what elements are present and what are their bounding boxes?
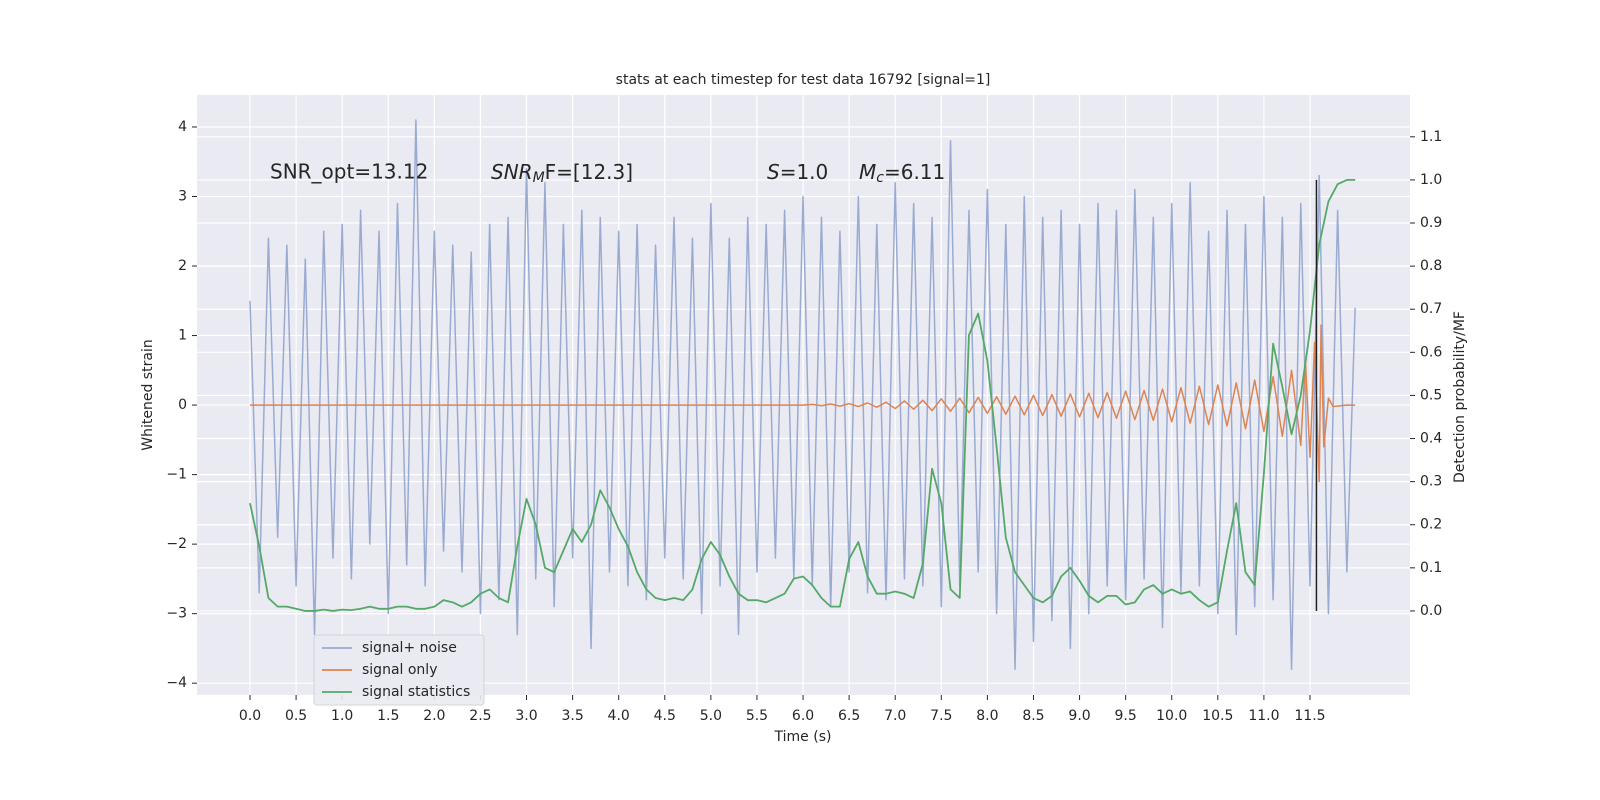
x-tick-label: 4.5 — [654, 708, 676, 724]
y2-tick-label: 0.6 — [1420, 344, 1442, 360]
x-tick-label: 2.5 — [469, 708, 491, 724]
annotation: SNR_opt=13.12 — [270, 160, 428, 184]
annotation-part: SNR — [491, 160, 533, 184]
y2-tick-label: 0.3 — [1420, 474, 1442, 490]
annotation-part: c — [876, 170, 884, 186]
x-tick-label: 4.0 — [608, 708, 630, 724]
y2-axis-label: Detection probability/MF — [1452, 311, 1468, 483]
x-tick-label: 11.0 — [1248, 708, 1279, 724]
y-tick-label: −2 — [166, 536, 187, 552]
annotation: SNRMF=[12.3] — [491, 160, 633, 187]
x-tick-label: 1.5 — [377, 708, 399, 724]
x-tick-label: 0.0 — [239, 708, 261, 724]
x-tick-label: 3.0 — [515, 708, 537, 724]
y-tick-label: −1 — [166, 467, 187, 483]
annotation-part: S — [767, 160, 780, 184]
x-tick-label: 1.0 — [331, 708, 353, 724]
y-tick-label: 1 — [178, 328, 187, 344]
x-tick-label: 10.5 — [1202, 708, 1233, 724]
y-tick-label: −4 — [166, 675, 187, 691]
x-tick-label: 7.5 — [930, 708, 952, 724]
x-tick-label: 8.0 — [976, 708, 998, 724]
series-line — [250, 324, 1356, 483]
y2-tick-label: 0.1 — [1420, 560, 1442, 576]
y2-tick-label: 0.7 — [1420, 301, 1442, 317]
annotation: S=1.0 — [767, 160, 828, 184]
legend-box — [313, 634, 485, 706]
x-tick-label: 3.5 — [561, 708, 583, 724]
annotation-part: =6.11 — [884, 160, 945, 184]
y-tick-label: 4 — [178, 119, 187, 135]
x-tick-label: 0.5 — [285, 708, 307, 724]
x-tick-label: 10.0 — [1156, 708, 1187, 724]
x-tick-label: 9.0 — [1068, 708, 1090, 724]
x-tick-label: 5.0 — [700, 708, 722, 724]
y-tick-label: 0 — [178, 397, 187, 413]
annotation-part: M — [859, 160, 876, 184]
y2-tick-label: 1.1 — [1420, 129, 1442, 145]
x-tick-label: 7.0 — [884, 708, 906, 724]
annotation: Mc=6.11 — [859, 160, 945, 187]
x-tick-label: 6.5 — [838, 708, 860, 724]
y2-tick-label: 0.5 — [1420, 387, 1442, 403]
x-tick-label: 11.5 — [1294, 708, 1325, 724]
annotation-part: M — [533, 170, 545, 186]
y-axis-label: Whitened strain — [140, 339, 156, 450]
y2-tick-label: 0.4 — [1420, 431, 1442, 447]
y2-tick-label: 1.0 — [1420, 172, 1442, 188]
legend-label: signal only — [362, 662, 437, 678]
y-tick-label: 3 — [178, 189, 187, 205]
y-tick-label: −3 — [166, 606, 187, 622]
y2-tick-label: 0.0 — [1420, 603, 1442, 619]
series-line — [249, 119, 1356, 671]
annotation-part: =1.0 — [780, 160, 829, 184]
chart-title: stats at each timestep for test data 167… — [616, 72, 991, 88]
annotation-part: F=[12.3] — [545, 160, 633, 184]
legend-label: signal+ noise — [362, 640, 457, 656]
x-tick-label: 2.0 — [423, 708, 445, 724]
x-tick-label: 8.5 — [1022, 708, 1044, 724]
x-tick-label: 9.5 — [1115, 708, 1137, 724]
x-tick-label: 5.5 — [746, 708, 768, 724]
y2-tick-label: 0.9 — [1420, 215, 1442, 231]
y-tick-label: 2 — [178, 258, 187, 274]
x-tick-label: 6.0 — [792, 708, 814, 724]
legend-label: signal statistics — [362, 684, 470, 700]
y2-tick-label: 0.2 — [1420, 517, 1442, 533]
y2-tick-label: 0.8 — [1420, 258, 1442, 274]
series-line — [249, 179, 1356, 612]
x-axis-label: Time (s) — [774, 729, 832, 745]
